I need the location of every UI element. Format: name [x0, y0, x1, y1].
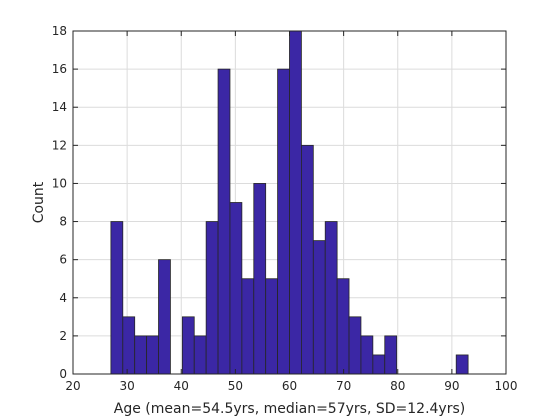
x-tick-label: 40	[174, 379, 189, 393]
histogram-bar	[110, 221, 124, 375]
histogram-bar	[253, 183, 267, 375]
histogram-bar	[205, 221, 219, 375]
axis-ticks	[72, 30, 507, 375]
histogram-bar	[134, 335, 148, 375]
histogram-bar	[193, 335, 207, 375]
histogram-bar	[289, 30, 302, 375]
x-tick-label: 90	[444, 379, 459, 393]
histogram-bar	[348, 316, 362, 375]
histogram-bar	[301, 144, 314, 375]
x-tick-label: 70	[336, 379, 351, 393]
histogram-bar	[384, 335, 398, 375]
x-tick-label: 60	[282, 379, 297, 393]
histogram-bar	[229, 202, 243, 375]
histogram-bar	[158, 259, 171, 375]
x-axis-label: Age (mean=54.5yrs, median=57yrs, SD=12.4…	[114, 401, 465, 417]
y-tick-labels: 0 2 4 6 8 10 12 14 16 18	[52, 24, 67, 381]
y-tick-label: 8	[59, 215, 67, 229]
x-tick-labels: 20 30 40 50 60 70 80 90 100	[65, 379, 517, 393]
histogram-bar	[241, 278, 255, 375]
histogram-bar	[455, 354, 469, 375]
histogram-bar	[217, 68, 231, 375]
histogram-bar	[277, 68, 290, 375]
histogram-bar	[181, 316, 195, 375]
y-tick-label: 14	[52, 100, 67, 114]
y-tick-label: 0	[59, 367, 67, 381]
histogram-bar	[122, 316, 136, 375]
x-tick-label: 30	[119, 379, 134, 393]
histogram-bar	[312, 240, 326, 375]
y-tick-label: 2	[59, 329, 67, 343]
histogram-bar	[146, 335, 159, 375]
histogram-bar	[372, 354, 386, 375]
x-tick-label: 20	[65, 379, 80, 393]
histogram-bar	[360, 335, 374, 375]
y-tick-label: 6	[59, 253, 67, 267]
x-tick-label: 100	[495, 379, 518, 393]
x-tick-label: 50	[228, 379, 243, 393]
y-tick-label: 16	[52, 62, 67, 76]
y-tick-label: 10	[52, 176, 67, 190]
x-tick-label: 80	[390, 379, 405, 393]
y-axis-label: Count	[31, 181, 47, 223]
histogram-bar	[265, 278, 278, 375]
y-tick-label: 18	[52, 24, 67, 38]
y-tick-label: 12	[52, 138, 67, 152]
histogram-bar	[324, 221, 338, 375]
histogram-bars	[110, 30, 469, 375]
y-tick-label: 4	[59, 291, 67, 305]
histogram-bar	[336, 278, 350, 375]
